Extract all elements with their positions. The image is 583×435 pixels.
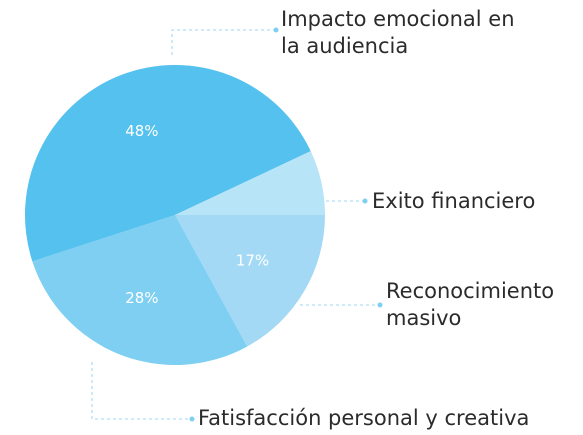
pie-slice [24, 64, 311, 262]
leader-line [91, 362, 190, 420]
leader-line [171, 29, 274, 55]
legend-label: Exito financiero [372, 189, 536, 213]
pie-slice [175, 215, 325, 347]
pie-slice [32, 215, 248, 365]
leader-dot [273, 27, 279, 33]
pie-slice [175, 151, 325, 215]
data-label: 28% [125, 289, 158, 307]
legend-label: Reconocimiento masivo [386, 279, 555, 330]
legend-label: Impacto emocional en la audiencia [281, 7, 515, 58]
leader-dot [189, 416, 195, 422]
leader-dot [377, 302, 383, 308]
legend-label: Fatisfacción personal y creativa [198, 406, 530, 430]
data-label: 17% [236, 251, 269, 269]
leader-dot [362, 198, 368, 204]
data-label: 48% [125, 122, 158, 140]
